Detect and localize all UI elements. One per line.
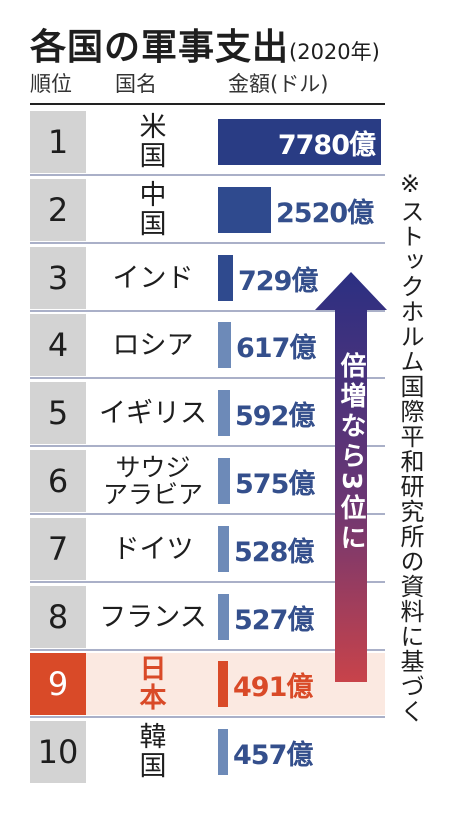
source-note: ※ストックホルム国際平和研究所の資料に基づく [396, 170, 424, 724]
row-divider [30, 377, 385, 379]
category-label: ドイツ [112, 533, 194, 565]
title-text: 各国の軍事支出 [30, 27, 290, 68]
row-divider [30, 445, 385, 447]
rank-label: 1 [30, 111, 86, 173]
row-divider [30, 174, 385, 176]
rank-label: 6 [30, 450, 86, 512]
row-divider [30, 310, 385, 312]
bar [218, 458, 230, 504]
rank-label: 10 [30, 721, 86, 783]
value-label: 592億 [235, 400, 315, 432]
header-amount: 金額(ドル) [228, 72, 329, 96]
rank-label: 7 [30, 518, 86, 580]
arrow-label: 倍増なら3位に [336, 352, 366, 555]
row-divider [30, 242, 385, 244]
up-arrow [315, 272, 387, 682]
value-label: 575億 [235, 468, 315, 500]
value-label: 7780億 [277, 129, 376, 161]
category-label: フランス [99, 601, 207, 633]
category-label: 米 国 [139, 112, 222, 172]
rank-label: 4 [30, 314, 86, 376]
bar [218, 390, 230, 436]
value-label: 528億 [234, 536, 314, 568]
bar-row: 4 ロシア 617億 [30, 314, 385, 376]
bar-row: 3 インド 729億 [30, 247, 385, 309]
bar [218, 594, 229, 640]
subtitle-text: (2020年) [289, 40, 380, 64]
category-label: サウジ アラビア [102, 453, 203, 509]
value-label: 729億 [238, 265, 318, 297]
rank-label: 8 [30, 586, 86, 648]
chart-title: 各国の軍事支出(2020年) [30, 18, 380, 70]
category-label: 日 本 [139, 654, 222, 714]
bar-row: 7 ドイツ 528億 [30, 518, 385, 580]
bar [218, 255, 233, 301]
row-divider [30, 513, 385, 515]
category-label: 韓 国 [139, 722, 222, 782]
bar [218, 729, 228, 775]
bar-row: 6 サウジ アラビア 575億 [30, 450, 385, 512]
rank-label: 9 [30, 653, 86, 715]
value-label: 457億 [233, 739, 313, 771]
bar [218, 322, 231, 368]
header-divider [30, 103, 385, 105]
bar-row: 1 米 国 7780億 [30, 111, 385, 173]
bar-row: 2 中 国 2520億 [30, 179, 385, 241]
header-country: 国名 [115, 72, 157, 96]
value-label: 491億 [233, 671, 313, 703]
row-divider [30, 581, 385, 583]
row-divider [30, 716, 385, 718]
bar [218, 187, 271, 233]
rank-label: 5 [30, 382, 86, 444]
bar [218, 119, 381, 165]
category-label: 中 国 [139, 180, 222, 240]
value-label: 527億 [234, 604, 314, 636]
bar-row: 8 フランス 527億 [30, 586, 385, 648]
category-label: インド [112, 262, 194, 294]
category-label: イギリス [99, 397, 207, 429]
rank-label: 3 [30, 247, 86, 309]
rank-label: 2 [30, 179, 86, 241]
header-rank: 順位 [30, 72, 72, 96]
bar-row: 10 韓 国 457億 [30, 721, 385, 783]
row-divider [30, 649, 385, 651]
value-label: 617億 [236, 332, 316, 364]
bar [218, 661, 228, 707]
category-label: ロシア [112, 329, 194, 361]
bar-row: 5 イギリス 592億 [30, 382, 385, 444]
bar-row: 9 日 本 491億 [30, 653, 385, 715]
bar [218, 526, 229, 572]
value-label: 2520億 [276, 197, 374, 229]
